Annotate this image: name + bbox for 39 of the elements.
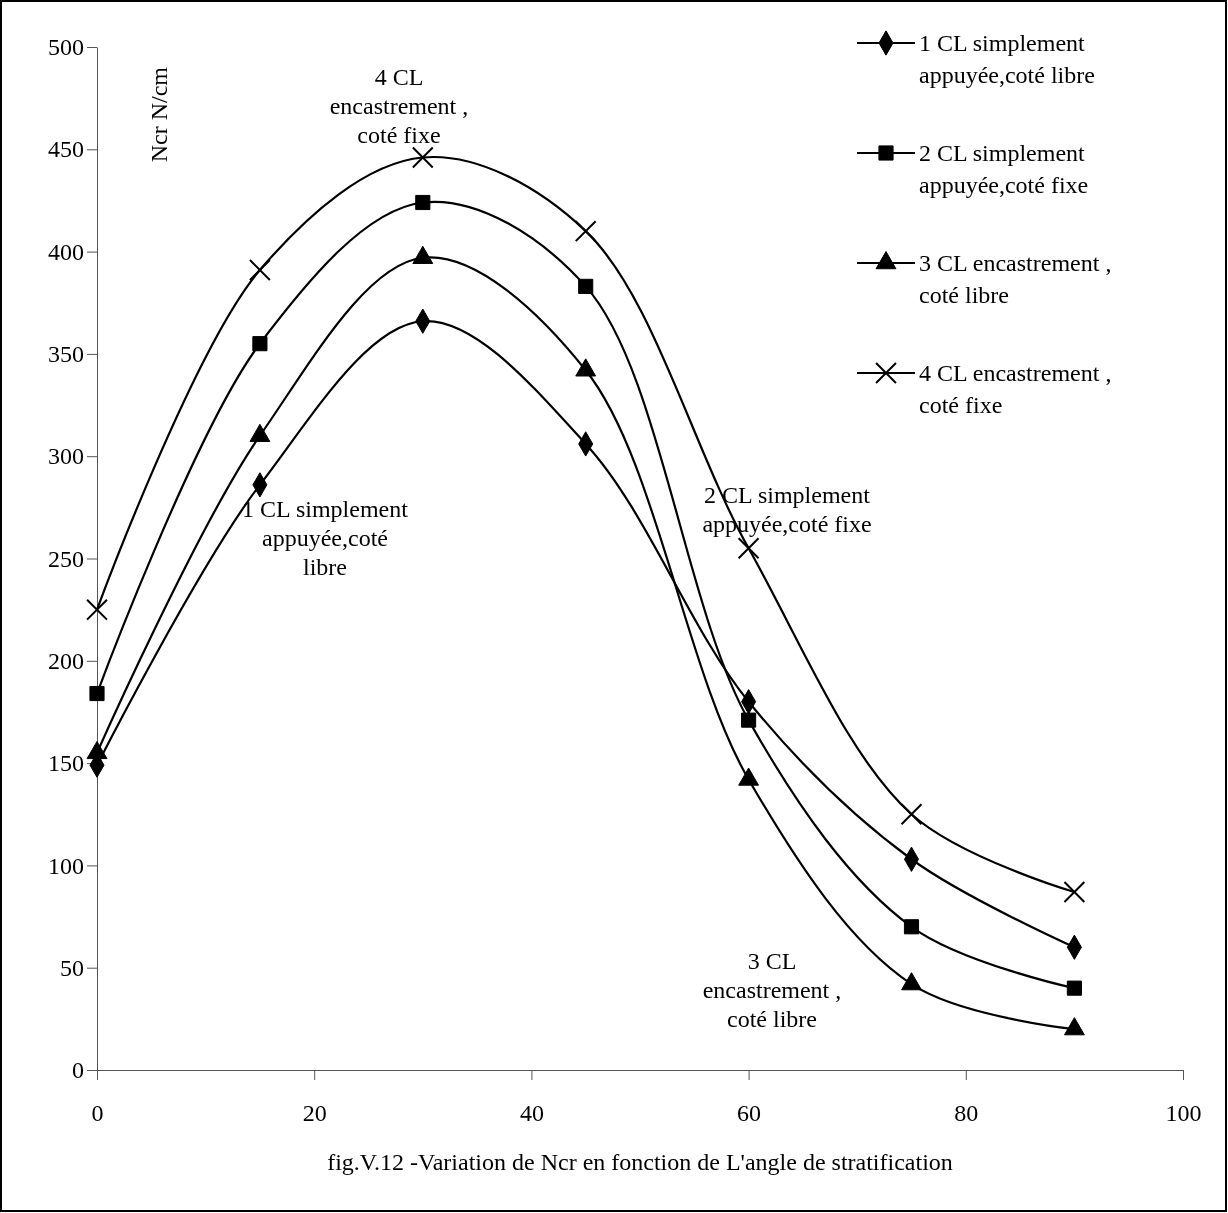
x-axis-title: fig.V.12 -Variation de Ncr en fonction de L'angle de stratification [327, 1149, 953, 1175]
point [248, 259, 271, 281]
annotation: 3 CL encastrement , coté libre [702, 948, 842, 1032]
legend-label: 2 CL simplement appuyée,coté fixe [919, 140, 1089, 198]
point [89, 685, 105, 702]
legend-label: 1 CL simplement appuyée,coté libre [919, 30, 1095, 88]
y-tick-label: 150 [48, 750, 84, 777]
annotation: 4 CL encastrement , coté fixe [329, 64, 469, 148]
y-tick-label: 50 [60, 954, 84, 981]
point [903, 919, 920, 935]
x-tick-label: 80 [954, 1100, 979, 1127]
x-tick-label: 40 [519, 1100, 544, 1127]
x-tick-label: 20 [302, 1100, 327, 1127]
y-tick-label: 350 [48, 341, 84, 368]
legend-label: 3 CL encastrement , coté libre [919, 250, 1112, 308]
legend-label: 4 CL encastrement , coté fixe [919, 360, 1112, 418]
point [411, 146, 434, 169]
point [1063, 881, 1086, 903]
point [900, 803, 923, 826]
point [1066, 980, 1082, 996]
y-axis-title: Ncr N/cm [146, 66, 172, 163]
y-tick-label: 250 [48, 545, 84, 572]
point [86, 598, 108, 621]
x-tick-label: 100 [1165, 1100, 1202, 1127]
point [574, 220, 597, 243]
y-tick-label: 300 [48, 443, 84, 470]
y-tick-label: 0 [72, 1057, 84, 1084]
y-tick-label: 100 [48, 852, 84, 879]
point [737, 537, 760, 560]
y-tick-label: 400 [48, 238, 84, 265]
point [741, 712, 757, 728]
y-tick-label: 200 [48, 647, 84, 674]
x-tick-label: 0 [91, 1100, 104, 1127]
y-tick-label: 500 [48, 34, 84, 61]
point [252, 336, 268, 352]
x-tick-label: 60 [737, 1100, 762, 1127]
point [578, 278, 594, 294]
point [415, 194, 431, 211]
y-tick-label: 450 [48, 136, 84, 163]
